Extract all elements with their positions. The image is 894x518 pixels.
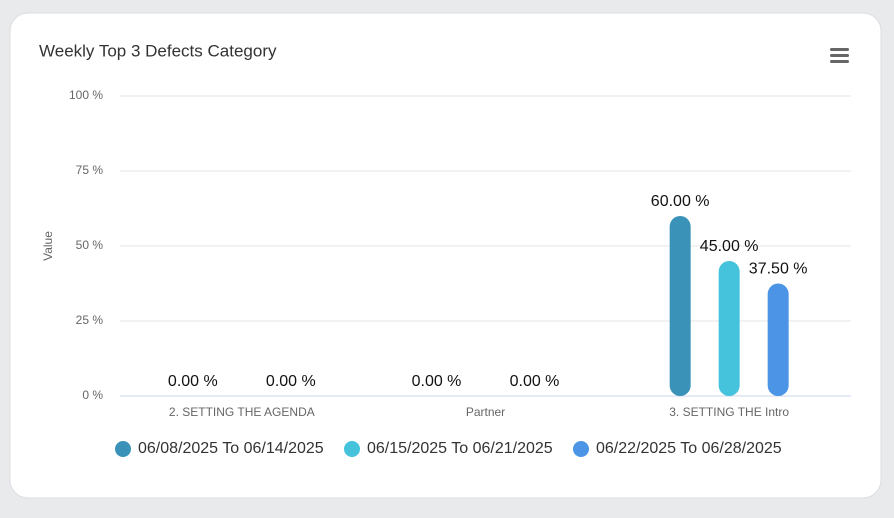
- menu-icon[interactable]: [830, 48, 849, 63]
- legend-marker: [573, 441, 589, 457]
- data-label: 37.50 %: [749, 261, 808, 278]
- card: [9, 12, 882, 499]
- data-label: 0.00 %: [168, 373, 218, 390]
- y-tick-label: 100 %: [69, 88, 103, 102]
- chart-title: Weekly Top 3 Defects Category: [39, 41, 277, 60]
- data-label: 45.00 %: [700, 238, 759, 255]
- x-tick-label: 2. SETTING THE AGENDA: [169, 405, 315, 419]
- y-tick-label: 50 %: [76, 238, 104, 252]
- legend-label: 06/22/2025 To 06/28/2025: [596, 440, 782, 457]
- bar: [718, 261, 740, 396]
- legend-label: 06/15/2025 To 06/21/2025: [367, 440, 553, 457]
- data-label: 60.00 %: [651, 193, 710, 210]
- data-label: 0.00 %: [510, 373, 560, 390]
- y-axis-label: Value: [41, 231, 55, 261]
- bar: [767, 283, 789, 396]
- legend-marker: [115, 441, 131, 457]
- legend-marker: [344, 441, 360, 457]
- x-tick-label: Partner: [466, 405, 505, 419]
- legend-label: 06/08/2025 To 06/14/2025: [138, 440, 324, 457]
- data-label: 0.00 %: [412, 373, 462, 390]
- x-tick-label: 3. SETTING THE Intro: [669, 405, 789, 419]
- y-tick-label: 75 %: [76, 163, 104, 177]
- data-label: 0.00 %: [266, 373, 316, 390]
- y-tick-label: 0 %: [82, 388, 103, 402]
- y-tick-label: 25 %: [76, 313, 104, 327]
- bar: [669, 216, 691, 396]
